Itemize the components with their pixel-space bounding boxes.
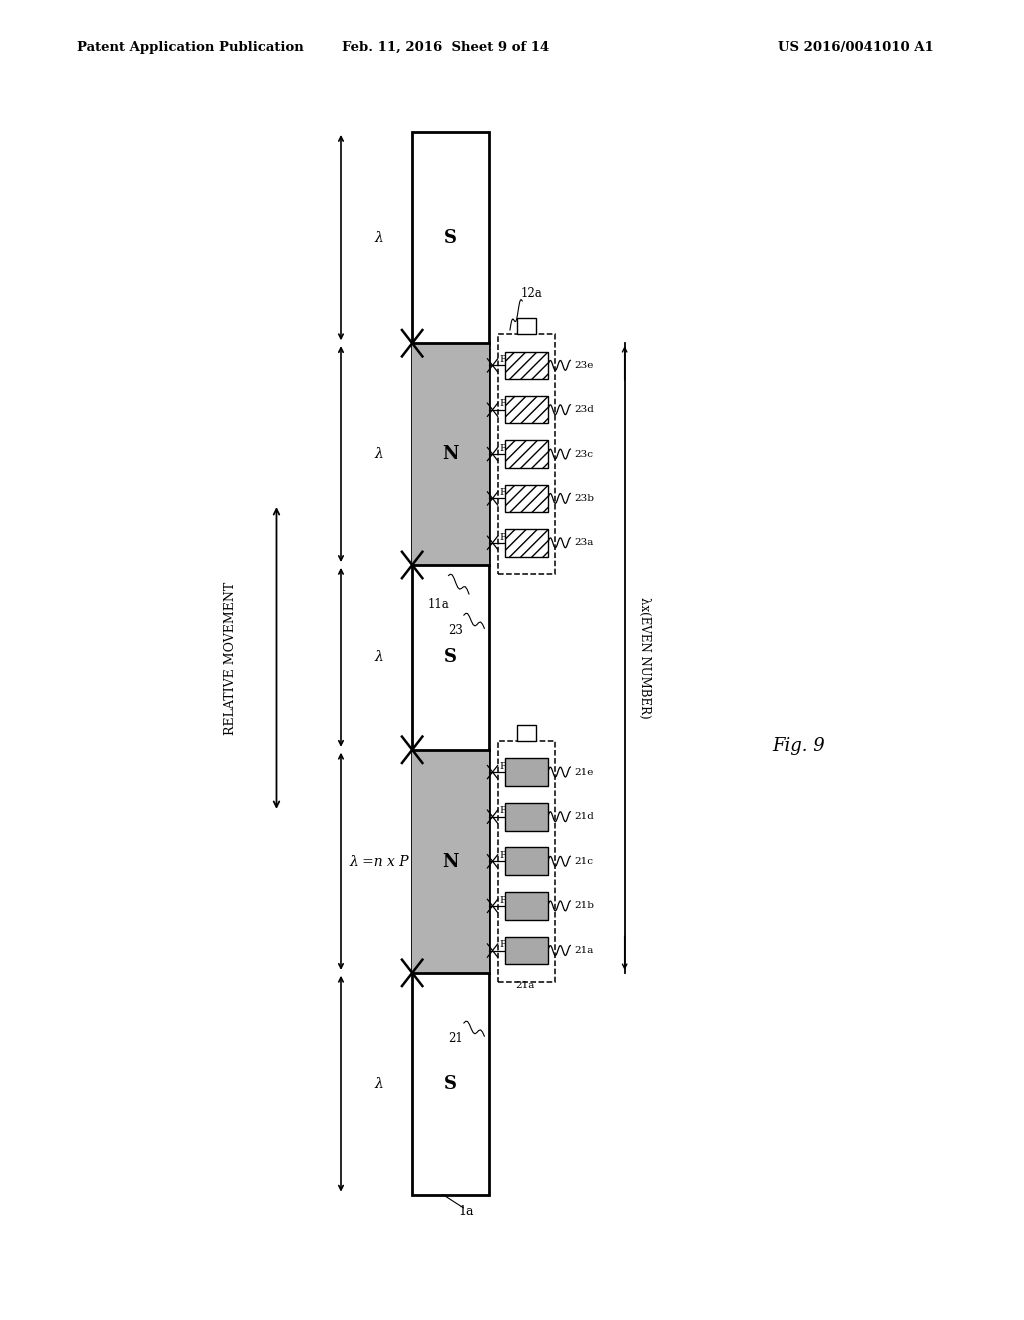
Bar bbox=[412, 343, 489, 565]
Bar bbox=[412, 750, 489, 973]
Bar bbox=[505, 441, 548, 467]
Text: P: P bbox=[500, 488, 506, 498]
Text: 23c: 23c bbox=[574, 450, 594, 458]
Bar bbox=[505, 892, 548, 920]
Bar bbox=[517, 725, 536, 741]
Text: P: P bbox=[500, 444, 506, 453]
Text: 21: 21 bbox=[449, 1032, 463, 1045]
Bar bbox=[412, 132, 489, 1195]
Bar bbox=[505, 847, 548, 875]
Text: 21d: 21d bbox=[574, 812, 594, 821]
Bar bbox=[505, 937, 548, 965]
Text: N: N bbox=[442, 853, 459, 871]
Bar bbox=[498, 334, 555, 574]
Text: Patent Application Publication: Patent Application Publication bbox=[77, 41, 303, 54]
Text: 23: 23 bbox=[449, 624, 464, 638]
Text: US 2016/0041010 A1: US 2016/0041010 A1 bbox=[778, 41, 934, 54]
Text: 11a: 11a bbox=[428, 598, 450, 611]
Text: P: P bbox=[500, 762, 506, 771]
Text: 23a: 23a bbox=[515, 548, 535, 557]
Text: λ =n x P: λ =n x P bbox=[349, 855, 409, 869]
Text: 23e: 23e bbox=[574, 360, 594, 370]
Bar bbox=[517, 318, 536, 334]
Text: 1a: 1a bbox=[459, 1205, 474, 1218]
Text: λ: λ bbox=[375, 447, 383, 461]
Text: 21a: 21a bbox=[574, 946, 594, 956]
Text: λ: λ bbox=[375, 1077, 383, 1090]
Text: P: P bbox=[500, 895, 506, 904]
Text: S: S bbox=[444, 1074, 457, 1093]
Text: 23b: 23b bbox=[574, 494, 595, 503]
Text: λ: λ bbox=[375, 231, 383, 244]
Text: 21a: 21a bbox=[515, 981, 535, 990]
Text: 23d: 23d bbox=[574, 405, 594, 414]
Text: P: P bbox=[500, 400, 506, 408]
Text: 21e: 21e bbox=[574, 767, 594, 776]
Text: λx(EVEN NUMBER): λx(EVEN NUMBER) bbox=[638, 597, 651, 719]
Text: P: P bbox=[500, 807, 506, 816]
Text: S: S bbox=[444, 228, 457, 247]
Text: Feb. 11, 2016  Sheet 9 of 14: Feb. 11, 2016 Sheet 9 of 14 bbox=[342, 41, 549, 54]
Bar bbox=[505, 396, 548, 424]
Bar bbox=[498, 741, 555, 982]
Bar bbox=[505, 758, 548, 785]
Text: 21b: 21b bbox=[574, 902, 595, 911]
Bar bbox=[505, 351, 548, 379]
Text: 23a: 23a bbox=[574, 539, 594, 548]
Text: S: S bbox=[444, 648, 457, 667]
Text: P: P bbox=[500, 355, 506, 364]
Text: P: P bbox=[500, 940, 506, 949]
Bar bbox=[505, 803, 548, 830]
Text: P: P bbox=[500, 851, 506, 861]
Text: N: N bbox=[442, 445, 459, 463]
Text: 21c: 21c bbox=[574, 857, 594, 866]
Bar bbox=[505, 484, 548, 512]
Text: RELATIVE MOVEMENT: RELATIVE MOVEMENT bbox=[224, 581, 237, 735]
Text: 12a: 12a bbox=[520, 286, 542, 300]
Text: λ: λ bbox=[375, 651, 383, 664]
Text: Fig. 9: Fig. 9 bbox=[772, 737, 825, 755]
Text: P: P bbox=[500, 532, 506, 541]
Bar bbox=[505, 529, 548, 557]
